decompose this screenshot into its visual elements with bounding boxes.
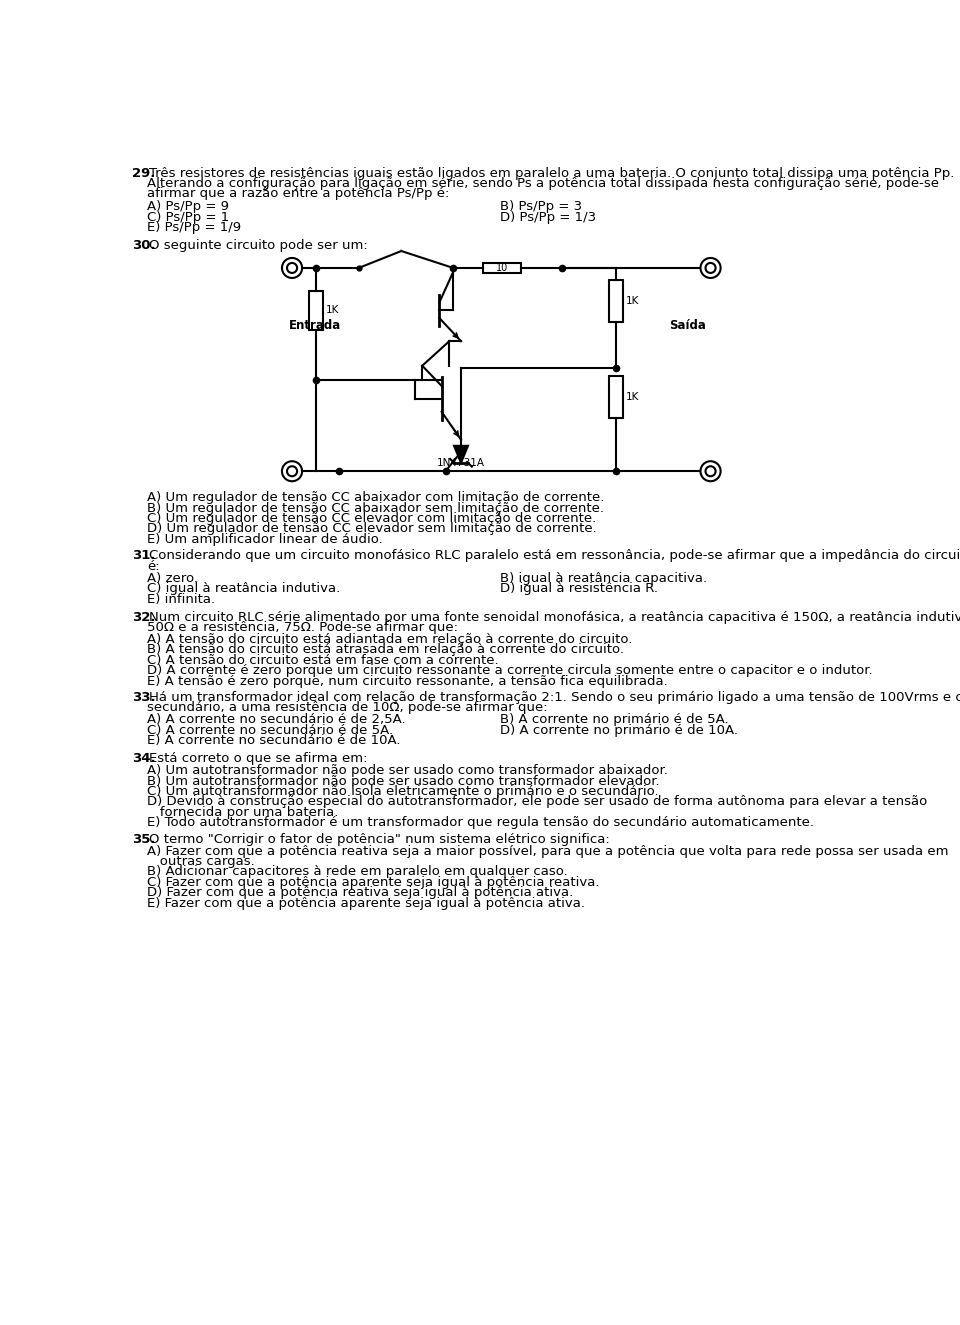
Text: A) zero.: A) zero. <box>147 571 198 584</box>
Text: D) Ps/Pp = 1/3: D) Ps/Pp = 1/3 <box>500 211 596 224</box>
Bar <box>609 376 623 419</box>
Text: C) Fazer com que a potência aparente seja igual à potência reativa.: C) Fazer com que a potência aparente sej… <box>147 876 600 889</box>
Text: C) Um autotransformador não isola eletricamente o primário e o secundário.: C) Um autotransformador não isola eletri… <box>147 784 659 798</box>
Text: D) Fazer com que a potência reativa seja igual à potência ativa.: D) Fazer com que a potência reativa seja… <box>147 886 573 900</box>
Text: 1K: 1K <box>626 392 639 401</box>
Text: 50Ω e a resistência, 75Ω. Pode-se afirmar que:: 50Ω e a resistência, 75Ω. Pode-se afirma… <box>147 621 458 633</box>
Text: é:: é: <box>147 559 159 572</box>
Text: B) Adicionar capacitores à rede em paralelo em qualquer caso.: B) Adicionar capacitores à rede em paral… <box>147 865 568 878</box>
Text: 31.: 31. <box>132 550 156 562</box>
Text: C) igual à reatância indutiva.: C) igual à reatância indutiva. <box>147 582 341 595</box>
Text: fornecida por uma bateria.: fornecida por uma bateria. <box>147 806 339 819</box>
Text: A) Um autotransformador não pode ser usado como transformador abaixador.: A) Um autotransformador não pode ser usa… <box>147 765 668 778</box>
Text: A) A tensão do circuito está adiantada em relação à corrente do circuito.: A) A tensão do circuito está adiantada e… <box>147 633 633 645</box>
Text: secundário, a uma resistência de 10Ω, pode-se afirmar que:: secundário, a uma resistência de 10Ω, po… <box>147 701 548 714</box>
Bar <box>309 292 324 330</box>
Text: D) igual à resistência R.: D) igual à resistência R. <box>500 582 658 595</box>
Text: O seguinte circuito pode ser um:: O seguinte circuito pode ser um: <box>149 238 368 252</box>
Text: B) A tensão do circuito está atrasada em relação à corrente do circuito.: B) A tensão do circuito está atrasada em… <box>147 644 624 656</box>
Text: 35.: 35. <box>132 832 156 845</box>
Text: Há um transformador ideal com relação de transformação 2:1. Sendo o seu primário: Há um transformador ideal com relação de… <box>149 692 960 704</box>
Text: D) Um regulador de tensão CC elevador sem limitação de corrente.: D) Um regulador de tensão CC elevador se… <box>147 522 597 535</box>
Text: E) infinita.: E) infinita. <box>147 592 215 606</box>
Text: C) Ps/Pp = 1: C) Ps/Pp = 1 <box>147 211 229 224</box>
Text: 33.: 33. <box>132 692 156 704</box>
Text: B) Um autotransformador não pode ser usado como transformador elevador.: B) Um autotransformador não pode ser usa… <box>147 775 660 787</box>
Text: B) igual à reatância capacitiva.: B) igual à reatância capacitiva. <box>500 571 707 584</box>
Text: E) Fazer com que a potência aparente seja igual à potência ativa.: E) Fazer com que a potência aparente sej… <box>147 897 586 910</box>
Text: 34.: 34. <box>132 753 156 766</box>
Text: 10: 10 <box>496 262 508 273</box>
Text: E) A tensão é zero porque, num circuito ressonante, a tensão fica equilibrada.: E) A tensão é zero porque, num circuito … <box>147 674 668 688</box>
Text: 29.: 29. <box>132 167 155 180</box>
Text: Considerando que um circuito monofásico RLC paralelo está em ressonância, pode-s: Considerando que um circuito monofásico … <box>149 550 960 562</box>
Text: 1K: 1K <box>626 295 639 306</box>
Text: B) Um regulador de tensão CC abaixador sem limitação de corrente.: B) Um regulador de tensão CC abaixador s… <box>147 502 604 514</box>
Text: Saída: Saída <box>669 319 706 333</box>
Text: C) Um regulador de tensão CC elevador com limitação de corrente.: C) Um regulador de tensão CC elevador co… <box>147 511 596 525</box>
Text: 30.: 30. <box>132 238 156 252</box>
Text: A) Ps/Pp = 9: A) Ps/Pp = 9 <box>147 200 229 213</box>
Text: A) A corrente no secundário é de 2,5A.: A) A corrente no secundário é de 2,5A. <box>147 713 406 726</box>
Text: C) A tensão do circuito está em fase com a corrente.: C) A tensão do circuito está em fase com… <box>147 653 499 666</box>
Text: E) Todo autotransformador é um transformador que regula tensão do secundário aut: E) Todo autotransformador é um transform… <box>147 816 814 829</box>
Bar <box>483 262 521 273</box>
Text: 32.: 32. <box>132 611 156 624</box>
Text: A) Um regulador de tensão CC abaixador com limitação de corrente.: A) Um regulador de tensão CC abaixador c… <box>147 492 605 505</box>
Text: outras cargas.: outras cargas. <box>147 855 254 868</box>
Text: 1N4731A: 1N4731A <box>437 458 485 468</box>
Text: Está correto o que se afirma em:: Está correto o que se afirma em: <box>149 753 367 766</box>
Text: O termo "Corrigir o fator de potência" num sistema elétrico significa:: O termo "Corrigir o fator de potência" n… <box>149 832 610 845</box>
Text: 1K: 1K <box>326 305 340 315</box>
Text: Num circuito RLC série alimentado por uma fonte senoidal monofásica, a reatância: Num circuito RLC série alimentado por um… <box>149 611 960 624</box>
Polygon shape <box>454 445 468 462</box>
Text: B) Ps/Pp = 3: B) Ps/Pp = 3 <box>500 200 582 213</box>
Text: E) Ps/Pp = 1/9: E) Ps/Pp = 1/9 <box>147 221 241 235</box>
Text: Três resistores de resistências iguais estão ligados em paralelo a uma bateria. : Três resistores de resistências iguais e… <box>149 167 954 180</box>
Text: C) A corrente no secundário é de 5A.: C) A corrente no secundário é de 5A. <box>147 723 394 737</box>
Text: Entrada: Entrada <box>289 319 342 333</box>
Text: D) A corrente é zero porque um circuito ressonante a corrente circula somente en: D) A corrente é zero porque um circuito … <box>147 664 873 677</box>
Text: Alterando a configuração para ligação em série, sendo Ps a potência total dissip: Alterando a configuração para ligação em… <box>147 178 939 189</box>
Text: D) A corrente no primário é de 10A.: D) A corrente no primário é de 10A. <box>500 723 737 737</box>
Text: E) A corrente no secundário é de 10A.: E) A corrente no secundário é de 10A. <box>147 734 400 747</box>
Text: A) Fazer com que a potência reativa seja a maior possível, para que a potência q: A) Fazer com que a potência reativa seja… <box>147 844 948 857</box>
Text: D) Devido à construção especial do autotransformador, ele pode ser usado de form: D) Devido à construção especial do autot… <box>147 795 927 808</box>
Text: E) Um amplificador linear de áudio.: E) Um amplificador linear de áudio. <box>147 533 383 546</box>
Text: afirmar que a razão entre a potência Ps/Pp é:: afirmar que a razão entre a potência Ps/… <box>147 188 449 200</box>
Text: B) A corrente no primário é de 5A.: B) A corrente no primário é de 5A. <box>500 713 729 726</box>
Bar <box>609 280 623 322</box>
